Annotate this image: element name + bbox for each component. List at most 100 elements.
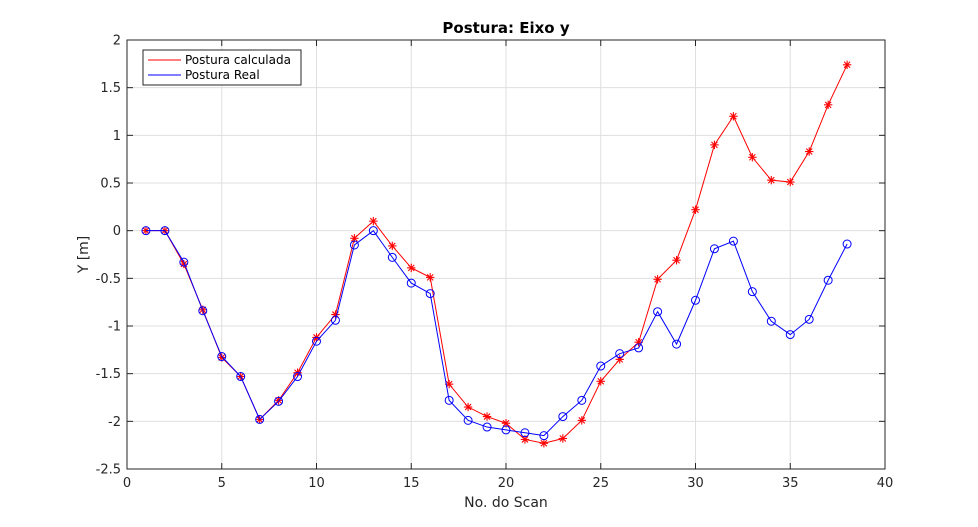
data-point [463,415,473,425]
data-point [728,236,738,246]
y-tick-label: 1.5 [100,81,121,96]
data-point [274,396,284,406]
data-point [653,275,662,284]
asterisk-marker [407,263,416,273]
data-point [804,314,814,324]
asterisk-marker [539,439,549,448]
data-point [293,372,303,382]
asterisk-stroke [388,242,396,250]
data-point [312,336,321,346]
circle-marker [274,396,284,406]
circle-marker [444,395,454,405]
asterisk-stroke [540,439,548,447]
circle-marker [330,315,340,325]
circle-marker [387,252,397,262]
asterisk-marker [842,60,852,69]
asterisk-marker [369,216,378,226]
asterisk-marker [691,205,700,214]
asterisk-stroke [445,380,453,388]
data-point [842,239,852,249]
circle-marker [747,287,757,297]
circle-marker [406,278,416,288]
data-point [217,353,226,362]
circle-marker [728,236,738,246]
circle-marker [179,257,189,267]
circle-marker [482,422,492,432]
data-point [425,289,435,299]
legend-box [142,49,302,86]
asterisk-stroke [824,101,832,109]
data-point [577,395,587,405]
x-tick-label: 10 [308,476,325,491]
data-point [747,287,757,297]
asterisk-stroke [767,176,775,184]
series-layer [141,60,852,448]
asterisk-marker [577,416,586,425]
asterisk-stroke [730,112,737,120]
data-point [501,425,511,435]
circle-marker [236,372,246,382]
asterisk-marker [767,175,776,185]
x-tick-label: 15 [403,476,420,491]
data-point [767,175,776,185]
asterisk-stroke [673,256,680,264]
data-point [426,273,435,282]
circle-marker [520,428,530,438]
asterisk-stroke [351,234,358,242]
asterisk-marker [596,377,605,386]
series-postura-real [141,226,852,441]
asterisk-stroke [502,419,510,427]
legend-label: Postura Real [185,68,260,82]
y-tick-label: -2 [108,415,121,430]
asterisk-stroke [407,264,415,272]
data-point [842,60,852,69]
circle-marker [425,289,435,299]
circle-marker [198,306,208,316]
x-tick-label: 35 [782,476,799,491]
circle-marker [501,425,511,435]
asterisk-marker [672,256,681,265]
y-tick-label: -2.5 [96,463,121,478]
data-point [558,434,568,443]
y-tick-label: -0.5 [96,272,121,287]
data-point [236,372,246,382]
legend-item: Postura Real [148,68,260,82]
circle-marker [255,414,265,424]
asterisk-stroke [843,61,851,69]
circle-marker [634,343,644,353]
data-point [198,306,208,316]
asterisk-stroke [369,217,377,225]
data-point [368,226,378,236]
asterisk-stroke [711,141,718,149]
asterisk-stroke [426,273,434,281]
circle-marker [349,240,359,250]
y-tick-label: -1 [108,320,121,335]
x-tick-label: 5 [218,476,226,491]
data-point [805,147,814,156]
y-tick-label: -1.5 [96,367,121,382]
asterisk-marker [748,153,757,162]
y-tick-label: 0.5 [100,177,121,192]
asterisk-stroke [692,206,699,214]
data-point [349,240,359,250]
data-point [596,361,606,371]
circle-marker [785,330,795,340]
circle-marker [463,415,473,425]
asterisk-marker [805,147,814,156]
asterisk-marker [729,112,738,121]
data-point [217,352,227,362]
data-point [387,252,397,262]
circle-marker [596,361,606,371]
asterisk-marker [217,353,226,362]
data-point [463,402,473,412]
asterisk-stroke [578,416,586,424]
data-point [596,377,605,386]
asterisk-marker [426,273,435,282]
data-point [748,153,757,162]
asterisk-marker [823,100,833,110]
data-point [255,414,265,424]
data-point [369,216,378,226]
circle-marker [539,431,549,441]
y-axis-label: Y [m] [76,236,92,275]
asterisk-stroke [597,377,605,385]
